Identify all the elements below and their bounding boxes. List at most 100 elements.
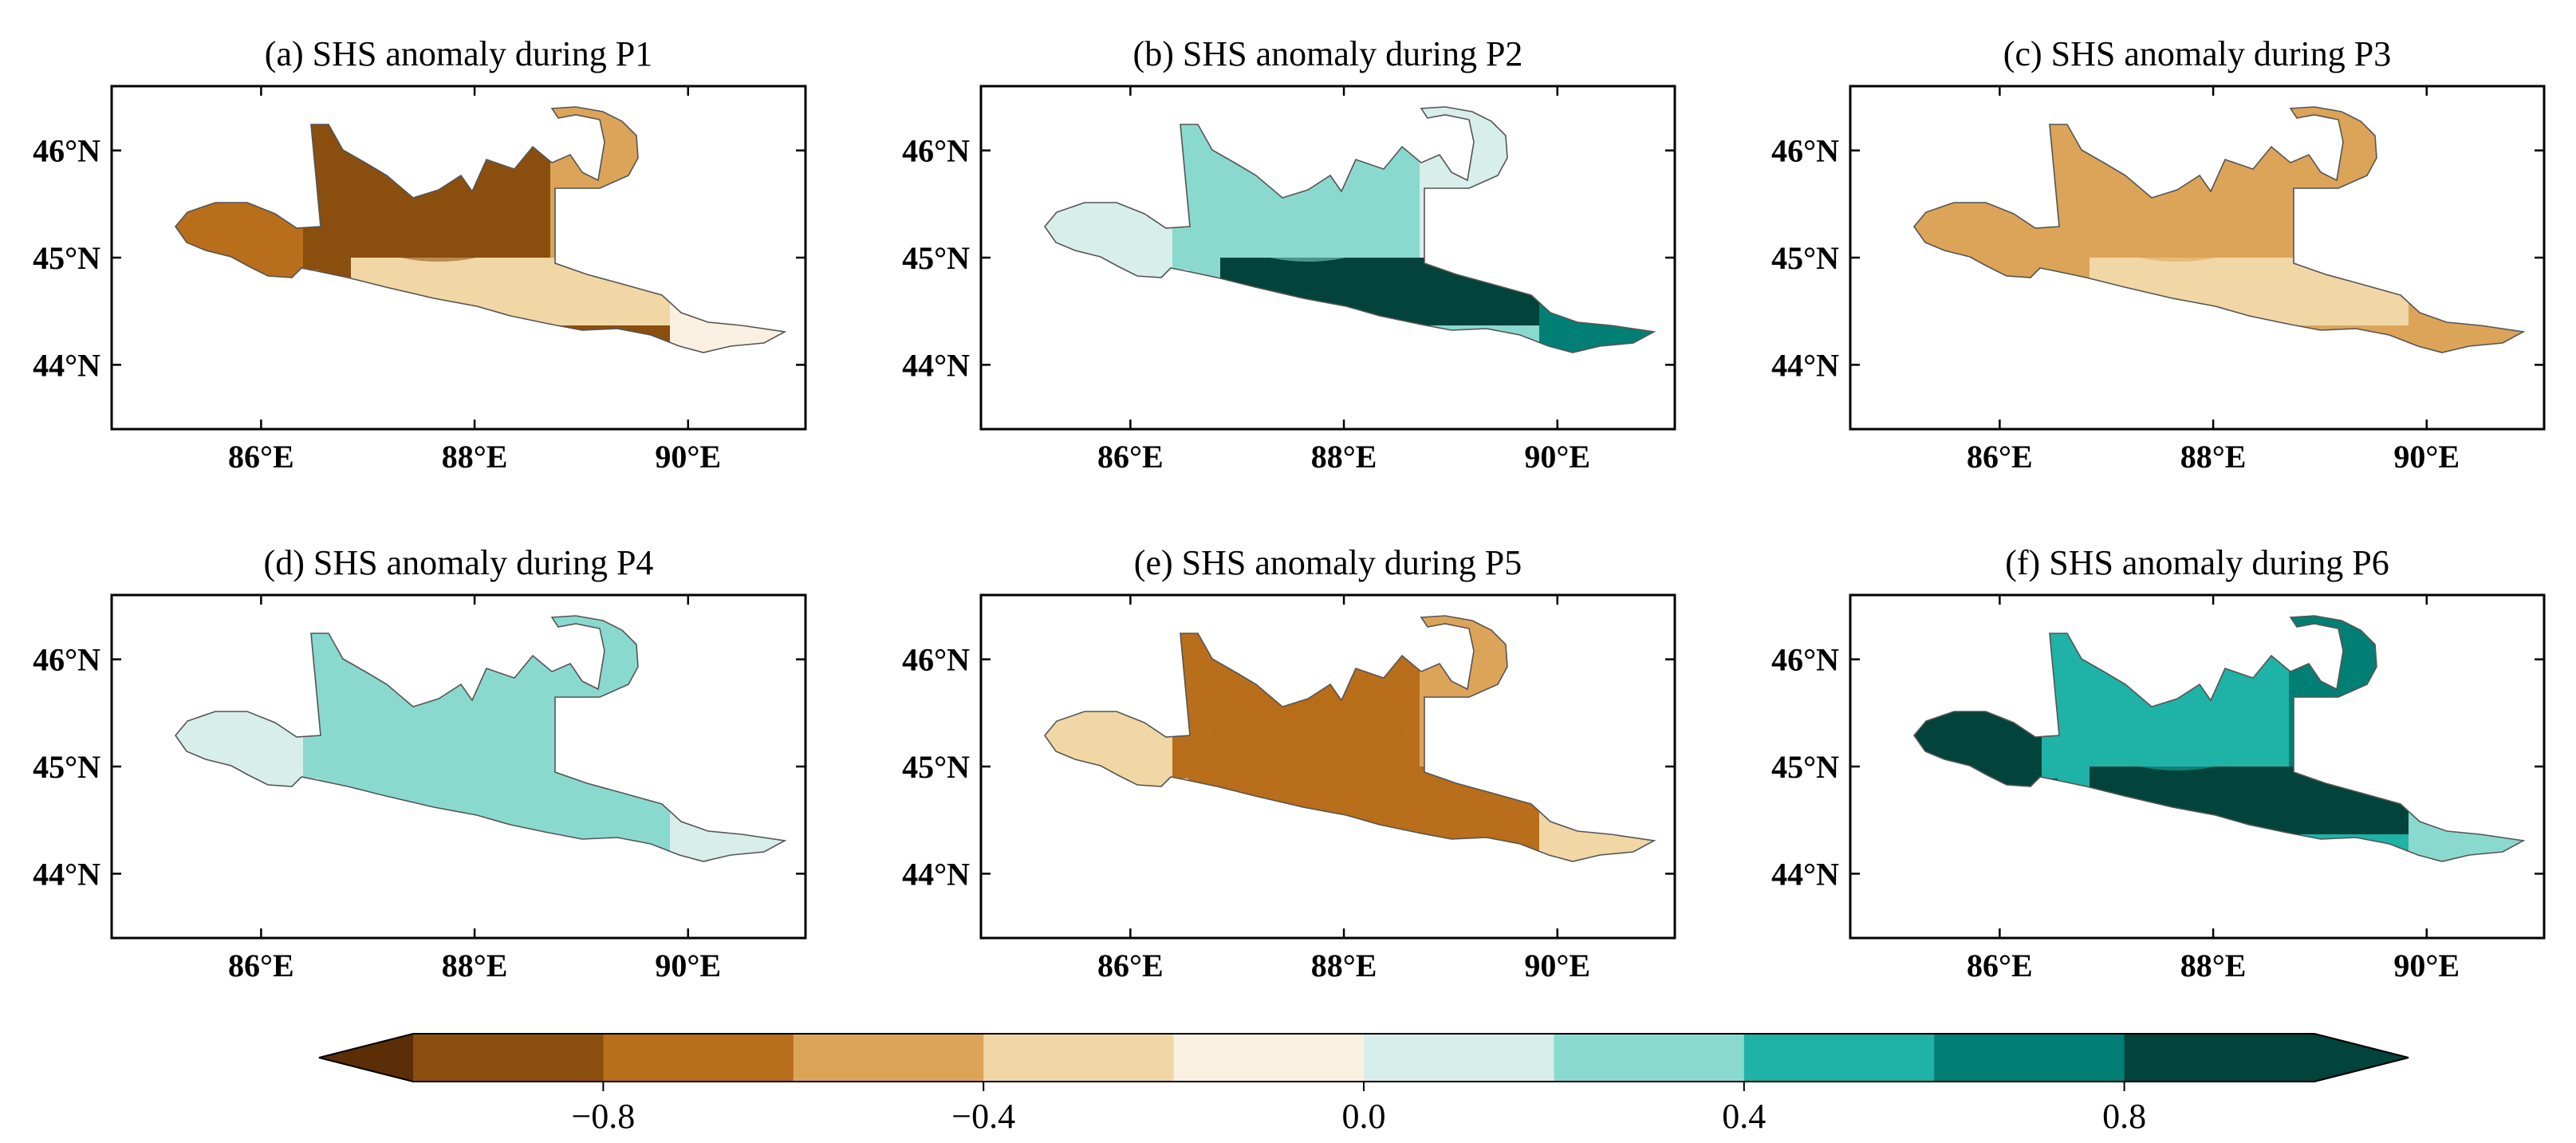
x-tick-label: 90°E xyxy=(2393,948,2460,983)
lake-regions xyxy=(1914,107,2523,353)
y-tick-label: 45°N xyxy=(902,749,970,785)
dominant-core xyxy=(2082,675,2273,771)
colorbar-box xyxy=(1554,1034,1745,1082)
panel-title: (d) SHS anomaly during P4 xyxy=(264,543,654,582)
colorbar-tick-label: 0.8 xyxy=(2102,1097,2146,1136)
panel-title: (b) SHS anomaly during P2 xyxy=(1133,34,1523,73)
lake-regions xyxy=(1914,616,2523,861)
colorbar-box xyxy=(603,1034,794,1082)
x-tick-label: 86°E xyxy=(1097,439,1164,475)
lake-outline xyxy=(1912,615,2526,862)
y-tick-label: 46°N xyxy=(902,133,970,169)
colorbar-box xyxy=(983,1034,1175,1082)
region-southern-strip xyxy=(2090,767,2424,834)
dominant-core xyxy=(1212,166,1404,262)
region-southern-strip xyxy=(351,258,686,325)
x-tick-label: 88°E xyxy=(442,948,508,983)
y-tick-label: 45°N xyxy=(33,749,100,785)
x-tick-label: 86°E xyxy=(228,439,294,475)
dominant-core xyxy=(1212,675,1404,771)
colorbar-outline xyxy=(318,1033,2409,1082)
y-tick-label: 46°N xyxy=(1771,642,1839,678)
colorbar-box xyxy=(1364,1034,1554,1082)
region-west-arm xyxy=(175,190,319,294)
colorbar-box xyxy=(413,1034,604,1082)
y-tick-label: 45°N xyxy=(902,240,970,276)
region-east-lobe xyxy=(1420,107,1523,278)
panel-title: (c) SHS anomaly during P3 xyxy=(2003,34,2391,73)
y-tick-label: 45°N xyxy=(33,240,100,276)
panel-title: (e) SHS anomaly during P5 xyxy=(1134,543,1522,582)
panel-d: (d) SHS anomaly during P4 86°E 88°E 90°E 46°… xyxy=(33,543,807,983)
panel-title: (f) SHS anomaly during P6 xyxy=(2005,543,2389,582)
lake-outline xyxy=(1043,615,1656,862)
y-tick-label: 44°N xyxy=(902,347,970,383)
lake-outline xyxy=(1043,106,1656,353)
dominant-core xyxy=(343,675,534,771)
colorbar-box xyxy=(2124,1034,2315,1082)
y-tick-label: 44°N xyxy=(902,856,970,892)
region-southern-strip xyxy=(1220,258,1555,325)
y-tick-label: 44°N xyxy=(1771,347,1839,383)
colorbar-box xyxy=(1173,1034,1365,1082)
region-west-arm xyxy=(1045,699,1188,802)
panel-b: (b) SHS anomaly during P2 86°E 88°E 90°E 46°… xyxy=(902,34,1676,475)
panel-e: (e) SHS anomaly during P5 86°E 88°E 90°E 46°… xyxy=(902,543,1676,983)
colorbar-box xyxy=(1743,1034,1935,1082)
region-east-lobe xyxy=(2289,616,2393,786)
lake-regions xyxy=(175,107,785,353)
x-tick-label: 90°E xyxy=(1524,948,1590,983)
region-east-lobe xyxy=(550,616,654,786)
region-southern-strip xyxy=(2090,258,2424,325)
dominant-core xyxy=(2082,166,2273,262)
region-east-tail xyxy=(670,286,785,353)
y-tick-label: 46°N xyxy=(1771,133,1839,169)
lake-regions xyxy=(175,616,785,861)
colorbar-extend-max xyxy=(2314,1034,2409,1082)
colorbar-tick-label: 0.0 xyxy=(1342,1097,1386,1136)
x-tick-label: 90°E xyxy=(1524,439,1590,475)
colorbar-tick-label: 0.4 xyxy=(1722,1097,1766,1136)
panel-f: (f) SHS anomaly during P6 86°E 88°E 90°E 46°… xyxy=(1771,543,2546,983)
colorbar-box xyxy=(1934,1034,2125,1082)
colorbar-box xyxy=(793,1034,984,1082)
y-tick-label: 46°N xyxy=(33,133,100,169)
colorbar: −0.8 −0.4 0.0 0.4 0.8 xyxy=(318,1033,2409,1136)
panel-title: (a) SHS anomaly during P1 xyxy=(265,34,652,73)
x-tick-label: 88°E xyxy=(1311,948,1377,983)
dominant-core xyxy=(343,166,534,262)
region-east-tail xyxy=(1539,794,1654,861)
x-tick-label: 88°E xyxy=(1311,439,1377,475)
lake-outline xyxy=(1912,106,2526,353)
region-east-tail xyxy=(670,794,785,861)
lake-outline xyxy=(174,106,787,353)
x-tick-label: 86°E xyxy=(1967,439,2033,475)
x-tick-label: 86°E xyxy=(1967,948,2033,983)
region-southern-strip xyxy=(351,767,686,834)
region-east-tail xyxy=(1539,286,1654,353)
region-east-lobe xyxy=(550,107,654,278)
region-east-tail xyxy=(2409,286,2523,353)
x-tick-label: 90°E xyxy=(2393,439,2460,475)
x-tick-label: 88°E xyxy=(2180,439,2247,475)
region-east-lobe xyxy=(2289,107,2393,278)
y-tick-label: 45°N xyxy=(1771,240,1839,276)
x-tick-label: 86°E xyxy=(1097,948,1164,983)
x-tick-label: 90°E xyxy=(655,948,721,983)
y-tick-label: 44°N xyxy=(33,856,100,892)
lake-outline xyxy=(174,615,787,862)
lake-regions xyxy=(1045,107,1654,353)
region-east-tail xyxy=(2409,794,2523,861)
colorbar-tick-label: −0.8 xyxy=(571,1097,635,1136)
y-tick-label: 44°N xyxy=(1771,856,1839,892)
x-tick-label: 86°E xyxy=(228,948,294,983)
y-tick-label: 46°N xyxy=(902,642,970,678)
colorbar-tick-label: −0.4 xyxy=(951,1097,1015,1136)
panel-a: (a) SHS anomaly during P1 86°E 88°E 90°E 46°… xyxy=(33,34,807,475)
x-tick-label: 88°E xyxy=(442,439,508,475)
y-tick-label: 45°N xyxy=(1771,749,1839,785)
region-west-arm xyxy=(1045,190,1188,294)
region-west-arm xyxy=(175,699,319,802)
y-tick-label: 46°N xyxy=(33,642,100,678)
